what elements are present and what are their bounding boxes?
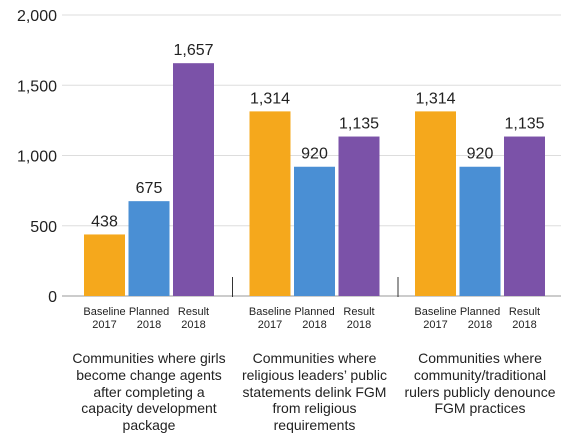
y-tick-label: 500 <box>30 219 57 236</box>
y-tick-label: 1,000 <box>17 149 57 166</box>
x-tick-label: Baseline 2017 <box>248 306 292 332</box>
value-label: 920 <box>301 146 328 163</box>
bar <box>173 63 214 297</box>
x-tick-label: Planned 2018 <box>294 306 335 332</box>
bar <box>459 166 501 296</box>
bar <box>294 166 335 296</box>
y-tick-label: 2,000 <box>17 8 57 25</box>
value-label: 920 <box>467 146 494 163</box>
value-label: 1,314 <box>250 90 290 107</box>
x-tick-label: Result 2018 <box>177 306 210 332</box>
x-tick-label: Planned 2018 <box>128 306 170 332</box>
bar <box>128 201 170 296</box>
category-label: Communities where religious leaders’ pub… <box>241 350 387 434</box>
bar <box>84 234 125 296</box>
value-label: 1,657 <box>173 42 213 59</box>
x-tick-label: Baseline 2017 <box>414 306 457 332</box>
bar <box>415 111 456 297</box>
x-tick-label: Baseline 2017 <box>83 306 126 332</box>
bar <box>249 111 291 297</box>
x-tick-label: Planned 2018 <box>459 306 501 332</box>
bar <box>338 136 380 296</box>
x-tick-label: Result 2018 <box>508 306 541 332</box>
y-tick-label: 1,500 <box>17 78 57 95</box>
value-label: 1,135 <box>339 116 379 133</box>
value-label: 438 <box>91 213 118 230</box>
value-label: 1,135 <box>504 116 544 133</box>
y-tick-label: 0 <box>48 289 57 306</box>
category-label: Communities where girls become change ag… <box>72 350 226 434</box>
x-tick-label: Result 2018 <box>343 306 375 332</box>
bar <box>504 136 545 296</box>
category-label: Communities where community/traditional … <box>404 350 556 417</box>
value-label: 675 <box>136 180 163 197</box>
value-label: 1,314 <box>415 90 455 107</box>
